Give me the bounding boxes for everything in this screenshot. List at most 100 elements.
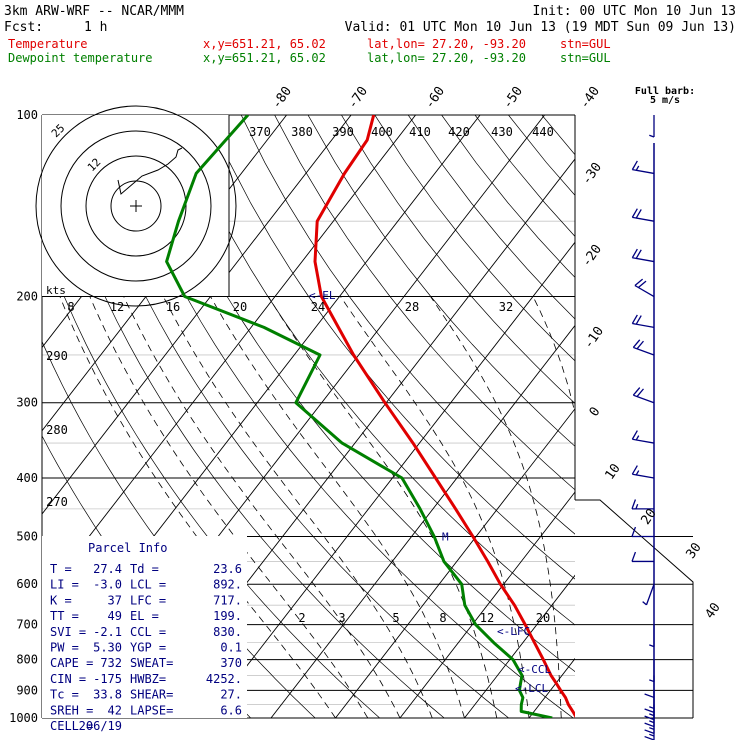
parcel-info-cell: CELL =	[50, 719, 93, 733]
parcel-info-cell: SWEAT=	[130, 656, 173, 670]
barb-flag	[649, 679, 655, 683]
wind-barb	[649, 659, 655, 683]
barb-flag	[636, 340, 644, 350]
barb-flag	[644, 722, 655, 728]
dry-adiabat-400	[441, 115, 575, 278]
wind-barb	[634, 278, 655, 298]
barb-flag	[649, 644, 655, 648]
moist-adiabat-5	[162, 296, 433, 718]
lcl-marker: <-LCL	[515, 682, 548, 695]
pressure-tick-label: 200	[16, 290, 38, 304]
dry-adiabat-300	[107, 115, 574, 718]
hodograph-units-label: kts	[46, 284, 66, 297]
barb-flag	[632, 339, 641, 348]
mixing-ratio-label: 8	[67, 300, 74, 314]
profile-line-dewpoint	[165, 115, 553, 718]
barb-staff	[634, 284, 655, 298]
barb-note-title: Full barb:	[635, 86, 695, 97]
legend-temperature-xy: x,y=651.21, 65.02	[203, 37, 326, 51]
barb-flag	[635, 435, 640, 441]
barb-flag	[635, 209, 642, 219]
barb-flag	[631, 499, 637, 510]
profile-curves	[165, 115, 575, 718]
parcel-info-cell: -175	[93, 672, 122, 686]
mixing-ratio-label: 24	[311, 300, 325, 314]
isotherm-30	[594, 115, 740, 718]
isotherm--10	[335, 408, 575, 718]
mixing-ratio-label: 12	[480, 611, 494, 625]
isotherm-label: -10	[581, 324, 607, 352]
isotherm-label: -80	[269, 84, 295, 112]
barb-flag	[632, 387, 641, 396]
barb-flag	[631, 248, 638, 259]
parcel-info-cell: 199.	[213, 609, 242, 623]
theta-label: 440	[532, 125, 554, 139]
theta-label: 370	[249, 125, 271, 139]
barb-staff	[632, 216, 655, 222]
isotherm--70	[42, 115, 416, 599]
dry-adiabat-340	[240, 115, 575, 535]
isotherm-label: 20	[638, 506, 659, 527]
barb-staff	[632, 438, 655, 444]
parcel-info-cell: K =	[50, 593, 72, 607]
mixing-ratio-label: 32	[499, 300, 513, 314]
barb-flag	[637, 280, 647, 288]
barb-flag	[636, 388, 644, 397]
barb-flag	[644, 693, 655, 699]
isotherm-label: -50	[500, 84, 526, 112]
isotherm-label: -60	[422, 84, 448, 112]
theta-label: 290	[46, 349, 68, 363]
parcel-info-cell: 42	[108, 703, 122, 717]
parcel-info-cell: CIN =	[50, 672, 86, 686]
pressure-tick-label: 300	[16, 396, 38, 410]
theta-label: 280	[46, 423, 68, 437]
parcel-info-cell: PW =	[50, 641, 79, 655]
isotherm-0	[399, 491, 575, 718]
wind-barb	[649, 624, 655, 648]
pressure-tick-label: 100	[16, 108, 38, 122]
dry-adiabat-320	[173, 115, 575, 626]
isotherm-label: 30	[683, 540, 704, 561]
barb-flag	[644, 708, 655, 714]
hodograph-ring	[85, 155, 187, 257]
isotherm-10	[464, 574, 575, 718]
barb-note-value: 5 m/s	[650, 95, 680, 106]
theta-label: 270	[46, 495, 68, 509]
pressure-tick-label: 400	[16, 471, 38, 485]
isotherm-label: -20	[579, 242, 605, 270]
pressure-tick-label: 800	[16, 653, 38, 667]
parcel-info-rows: T = 27.4 Td = 23.6 LI = -3.0 LCL = 892. K = 37 LFC…	[50, 562, 242, 733]
parcel-info-cell: 0.1	[220, 641, 242, 655]
dry-adiabat-460	[642, 115, 740, 718]
dry-adiabat-360	[307, 115, 575, 447]
barb-flag	[635, 165, 640, 171]
theta-label: 430	[491, 125, 513, 139]
hodograph-trace	[117, 147, 183, 195]
profile-line-temperature	[313, 115, 575, 718]
parcel-info-cell: 892.	[213, 578, 242, 592]
parcel-info-cell: 717.	[213, 593, 242, 607]
dry-adiabat-290	[73, 115, 509, 718]
parcel-info-cell: SHEAR=	[130, 688, 173, 702]
barb-flag	[649, 720, 655, 724]
barb-flag	[631, 526, 637, 537]
moist-adiabat-15	[267, 296, 498, 718]
legend-dewpoint-name: Dewpoint temperature	[8, 51, 153, 65]
parcel-info-cell: 830.	[213, 625, 242, 639]
mixing-ratio-label: 3	[338, 611, 345, 625]
wind-barb	[642, 584, 655, 606]
parcel-info-cell: LI =	[50, 578, 79, 592]
mixing-ratio-label: 5	[392, 611, 399, 625]
legend-dewpoint-stn: stn=GUL	[560, 51, 611, 65]
parcel-info-background	[42, 536, 247, 718]
hodograph-ring	[60, 130, 212, 282]
barb-flag	[635, 249, 642, 259]
parcel-info-cell: 27.4	[93, 562, 122, 576]
mixing-ratio-label: 2	[298, 611, 305, 625]
mixing-ratio-label: 8	[439, 611, 446, 625]
parcel-info-cell: SVI =	[50, 625, 86, 639]
barb-flag	[631, 465, 638, 475]
init-time: Init: 00 UTC Mon 10 Jun 13	[533, 4, 737, 19]
theta-label: 420	[448, 125, 470, 139]
